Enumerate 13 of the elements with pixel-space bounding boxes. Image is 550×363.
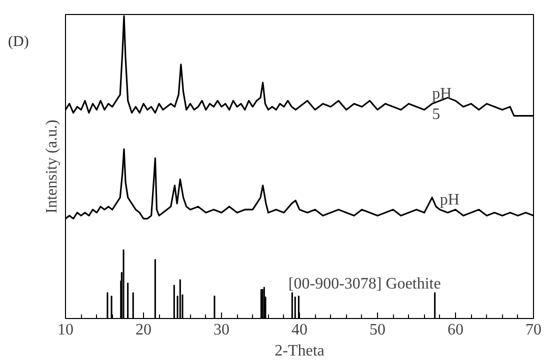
series-label: pH 5 bbox=[432, 86, 452, 123]
x-axis-title: 2-Theta bbox=[274, 342, 324, 360]
x-tick-label: 40 bbox=[292, 322, 308, 338]
x-tick-label: 50 bbox=[370, 322, 386, 338]
x-tick-label: 30 bbox=[214, 322, 230, 338]
series-label: pH bbox=[440, 191, 460, 208]
x-tick-label: 60 bbox=[448, 322, 464, 338]
text: (D) bbox=[8, 33, 29, 52]
x-tick-label: 20 bbox=[136, 322, 152, 338]
y-axis-title: Intensity (a.u.) bbox=[44, 120, 60, 214]
x-tick-label: 70 bbox=[526, 322, 542, 338]
series-label: [00-900-3078] Goethite bbox=[288, 276, 441, 293]
x-tick-label: 10 bbox=[58, 322, 74, 338]
